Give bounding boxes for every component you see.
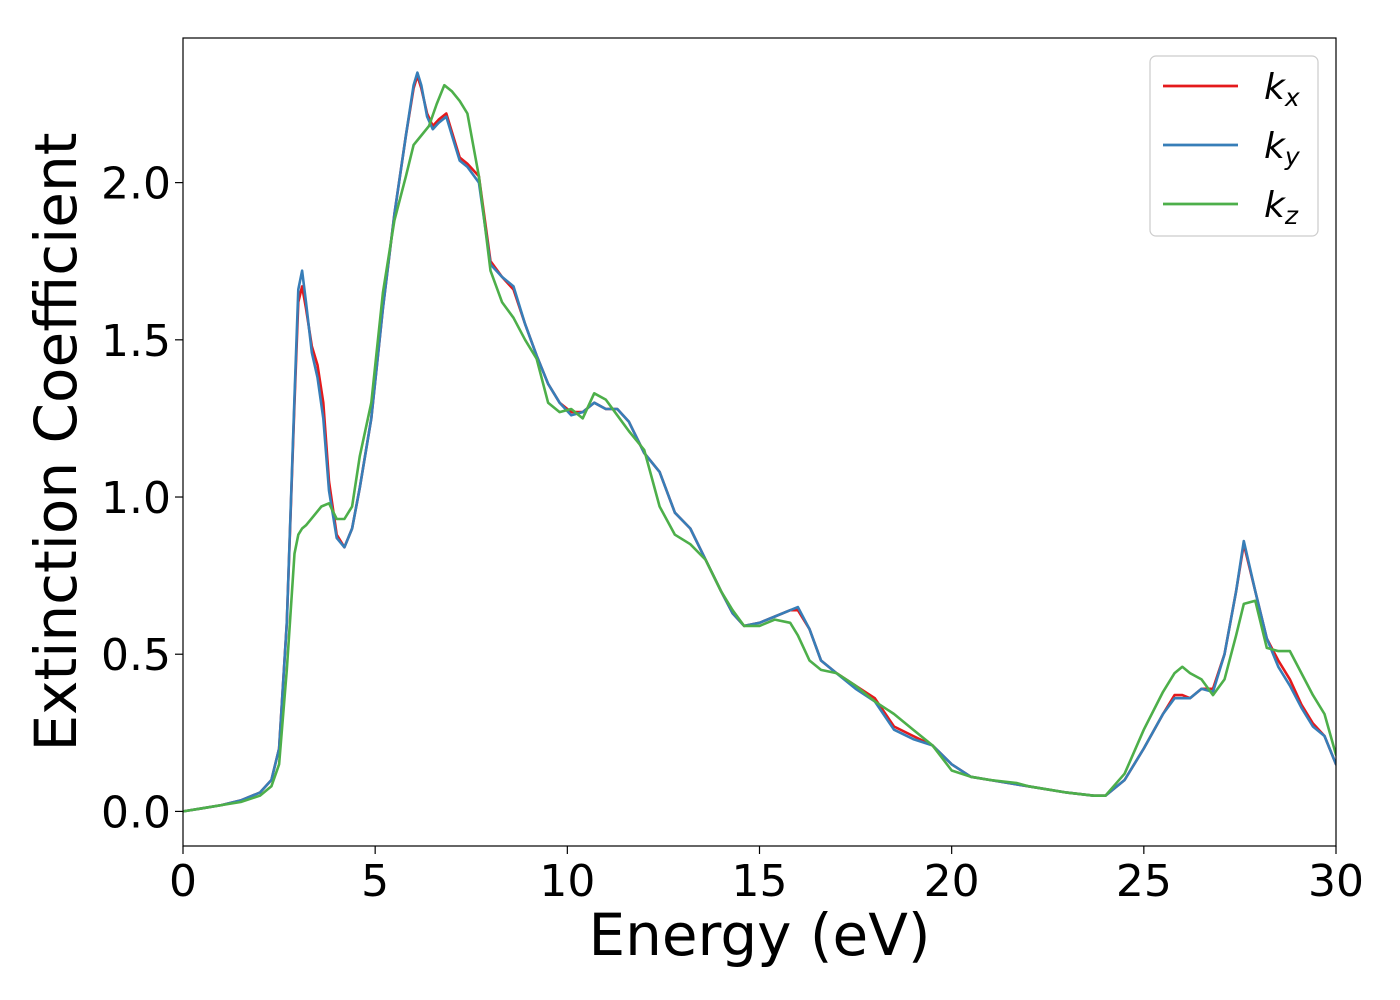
x-tick-label: 5 — [361, 856, 389, 907]
legend-label-k-y: ky — [1264, 126, 1301, 171]
legend: kx ky kz — [1149, 55, 1319, 237]
series-layer — [183, 71, 1336, 813]
x-tick-label: 25 — [1116, 856, 1172, 907]
y-axis: 0.0 0.5 1.0 1.5 2.0 — [101, 159, 183, 838]
x-tick-label: 10 — [539, 856, 595, 907]
series-line-k-z — [183, 83, 1336, 813]
x-axis-title: Energy (eV) — [588, 901, 930, 969]
y-tick-label: 2.0 — [101, 159, 171, 210]
legend-label-k-z: kz — [1264, 185, 1299, 230]
y-tick-label: 1.5 — [101, 316, 171, 367]
x-tick-label: 30 — [1308, 856, 1364, 907]
legend-label-k-x: kx — [1264, 67, 1300, 112]
series-line-k-y — [183, 71, 1336, 813]
y-tick-label: 0.5 — [101, 630, 171, 681]
y-axis-title: Extinction Coefficient — [22, 133, 90, 752]
y-tick-label: 0.0 — [101, 787, 171, 838]
x-axis: 0 5 10 15 20 25 30 — [169, 846, 1364, 907]
x-tick-label: 15 — [732, 856, 788, 907]
x-tick-label: 20 — [924, 856, 980, 907]
x-tick-label: 0 — [169, 856, 197, 907]
y-tick-label: 1.0 — [101, 473, 171, 524]
